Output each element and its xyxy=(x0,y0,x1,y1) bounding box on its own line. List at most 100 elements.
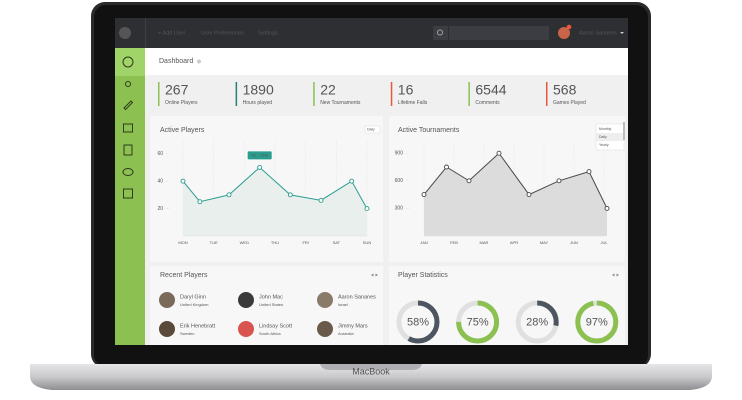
point[interactable] xyxy=(197,199,203,205)
stat-accent xyxy=(468,82,470,106)
point[interactable] xyxy=(586,169,592,175)
player-name[interactable]: Erik Henebratt xyxy=(180,323,216,329)
y-tick-label: 40 xyxy=(157,178,163,184)
x-tick-label: WED xyxy=(240,240,249,245)
pager-arrows[interactable] xyxy=(371,273,378,277)
player-avatar[interactable] xyxy=(159,321,175,337)
player-country: Sweden xyxy=(180,331,194,336)
search-icon xyxy=(436,29,444,36)
x-tick-label: JAN xyxy=(420,240,428,245)
panel-title: Player Statistics xyxy=(398,272,448,279)
stat-value: 568 xyxy=(553,82,577,98)
user-name[interactable]: Aaron Sananes xyxy=(579,30,617,36)
x-tick-label: FEB xyxy=(450,240,458,245)
header-icon xyxy=(197,59,201,64)
filter-dropdown[interactable] xyxy=(364,125,381,134)
y-tick-label: 60 xyxy=(157,151,163,157)
player-avatar[interactable] xyxy=(317,292,333,308)
donut-arc xyxy=(515,300,559,344)
stat-label: Hours played xyxy=(243,100,273,106)
point[interactable] xyxy=(364,206,370,212)
y-tick-label: 600 xyxy=(395,178,404,184)
y-tick-label: 300 xyxy=(395,206,404,212)
search-divider xyxy=(448,26,449,40)
y-tick-label: 900 xyxy=(395,151,404,157)
stat-value: 1890 xyxy=(243,82,274,98)
point[interactable] xyxy=(318,197,324,203)
sidebar-icon[interactable] xyxy=(122,56,134,68)
player-name[interactable]: Aaron Sananes xyxy=(338,294,376,300)
nav-link[interactable]: + Add User xyxy=(158,30,186,36)
point[interactable] xyxy=(604,205,610,211)
stat-accent xyxy=(313,82,315,106)
donut-label: 75% xyxy=(467,316,489,328)
player-name[interactable]: John Mac xyxy=(259,294,283,300)
player-avatar[interactable] xyxy=(238,321,254,337)
player-avatar[interactable] xyxy=(317,321,333,337)
donut-arc xyxy=(456,300,500,344)
point[interactable] xyxy=(349,178,355,184)
pager-arrows[interactable] xyxy=(612,273,619,277)
logo[interactable] xyxy=(119,27,131,39)
panel-title: Active Players xyxy=(160,127,205,134)
line xyxy=(423,152,608,209)
point[interactable] xyxy=(180,178,186,184)
point[interactable] xyxy=(496,150,502,156)
stat-label: New Tournaments xyxy=(320,100,361,106)
x-tick-label: MAR xyxy=(480,240,489,245)
sidebar-icon[interactable] xyxy=(123,123,133,133)
x-tick-label: THU xyxy=(271,240,279,245)
point[interactable] xyxy=(287,192,293,198)
scrollbar xyxy=(623,122,625,140)
x-tick-label: APR xyxy=(510,240,518,245)
x-tick-label: JUL xyxy=(600,240,608,245)
sidebar-icon[interactable] xyxy=(123,144,133,156)
stat-label: Comments xyxy=(475,100,500,106)
x-tick-label: TUE xyxy=(210,240,218,245)
player-avatar[interactable] xyxy=(159,292,175,308)
stat-accent xyxy=(546,82,548,106)
player-name[interactable]: Jimmy Mars xyxy=(338,323,368,329)
stat-label: Games Played xyxy=(553,100,586,106)
page-title: Dashboard xyxy=(159,58,193,65)
sidebar-icon[interactable] xyxy=(122,168,134,176)
panel xyxy=(150,266,383,345)
area xyxy=(183,167,367,236)
point[interactable] xyxy=(421,192,427,198)
point[interactable] xyxy=(444,164,449,170)
sidebar-active-item xyxy=(115,48,145,76)
x-tick-label: MAY xyxy=(540,240,549,245)
notification-badge xyxy=(566,24,572,30)
player-name[interactable]: Lindsay Scott xyxy=(259,323,292,329)
stat-value: 22 xyxy=(320,82,336,98)
point[interactable] xyxy=(226,192,232,198)
point[interactable] xyxy=(526,192,532,198)
base-notch xyxy=(320,364,422,370)
filter-value[interactable]: Daily xyxy=(367,127,375,131)
user-avatar[interactable] xyxy=(558,27,570,39)
filter-option[interactable]: Monthly xyxy=(599,127,612,131)
user-menu-caret[interactable] xyxy=(620,32,624,34)
x-tick-label: FRI xyxy=(302,240,308,245)
stat-accent xyxy=(158,82,160,106)
player-name[interactable]: Daryl Ginn xyxy=(180,294,206,300)
player-avatar[interactable] xyxy=(238,292,254,308)
panel-title: Active Tournaments xyxy=(398,127,460,134)
sidebar-icon[interactable] xyxy=(125,81,131,87)
donut-label: 28% xyxy=(526,316,548,328)
point[interactable] xyxy=(466,178,472,184)
device-label: MacBook xyxy=(352,366,390,376)
point[interactable] xyxy=(556,178,562,184)
point[interactable] xyxy=(257,164,263,170)
stat-value: 267 xyxy=(165,82,189,98)
search-box[interactable] xyxy=(433,26,549,40)
filter-option[interactable]: Daily xyxy=(599,135,607,139)
sidebar-icon[interactable] xyxy=(123,188,133,199)
nav-link[interactable]: Settings xyxy=(258,30,278,36)
donut-label: 97% xyxy=(586,316,608,328)
x-tick-label: SUN xyxy=(363,240,372,245)
nav-link[interactable]: User Preferences xyxy=(201,30,244,36)
x-tick-label: SAT xyxy=(333,240,341,245)
laptop-base xyxy=(30,364,712,390)
sidebar-icon[interactable] xyxy=(123,100,134,111)
